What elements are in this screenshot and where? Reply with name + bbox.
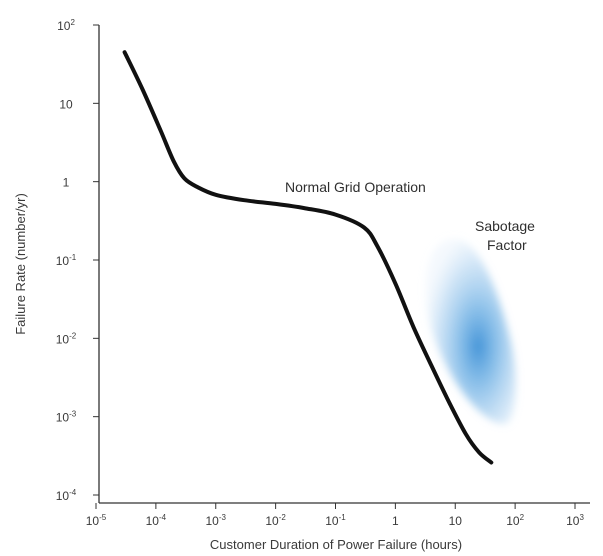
series-line bbox=[122, 50, 494, 465]
x-tick-label: 102 bbox=[506, 513, 524, 528]
x-tick-label: 103 bbox=[566, 513, 584, 528]
y-tick-label: 10-1 bbox=[56, 253, 77, 268]
y-tick-label: 10-3 bbox=[56, 410, 77, 425]
y-axis-title: Failure Rate (number/yr) bbox=[13, 193, 28, 335]
annotation-factor: Factor bbox=[487, 237, 527, 253]
x-tick-label: 10-3 bbox=[206, 513, 227, 528]
x-tick-label: 10-5 bbox=[86, 513, 107, 528]
y-tick-label: 10 bbox=[59, 97, 73, 111]
y-tick-label: 10-4 bbox=[56, 488, 77, 503]
x-tick-label: 10-2 bbox=[265, 513, 286, 528]
tick-layer: 10-5 10-4 10-3 10-2 10-1 1 10 102 10310210110-11… bbox=[56, 18, 585, 528]
y-tick-label: 10-2 bbox=[56, 331, 77, 346]
annotation-normal-grid: Normal Grid Operation bbox=[285, 179, 426, 195]
annotation-sabotage: Sabotage bbox=[475, 218, 535, 234]
x-tick-label: 10 bbox=[449, 514, 463, 528]
x-axis-title: Customer Duration of Power Failure (hour… bbox=[210, 537, 462, 552]
y-tick-label: 102 bbox=[57, 18, 75, 33]
sabotage-region-layer bbox=[425, 238, 516, 425]
x-tick-label: 10-1 bbox=[325, 513, 346, 528]
sabotage-region bbox=[425, 238, 516, 425]
x-tick-label: 1 bbox=[392, 514, 399, 528]
x-tick-label: 10-4 bbox=[146, 513, 167, 528]
series-layer bbox=[122, 50, 494, 465]
y-tick-label: 1 bbox=[63, 176, 70, 190]
